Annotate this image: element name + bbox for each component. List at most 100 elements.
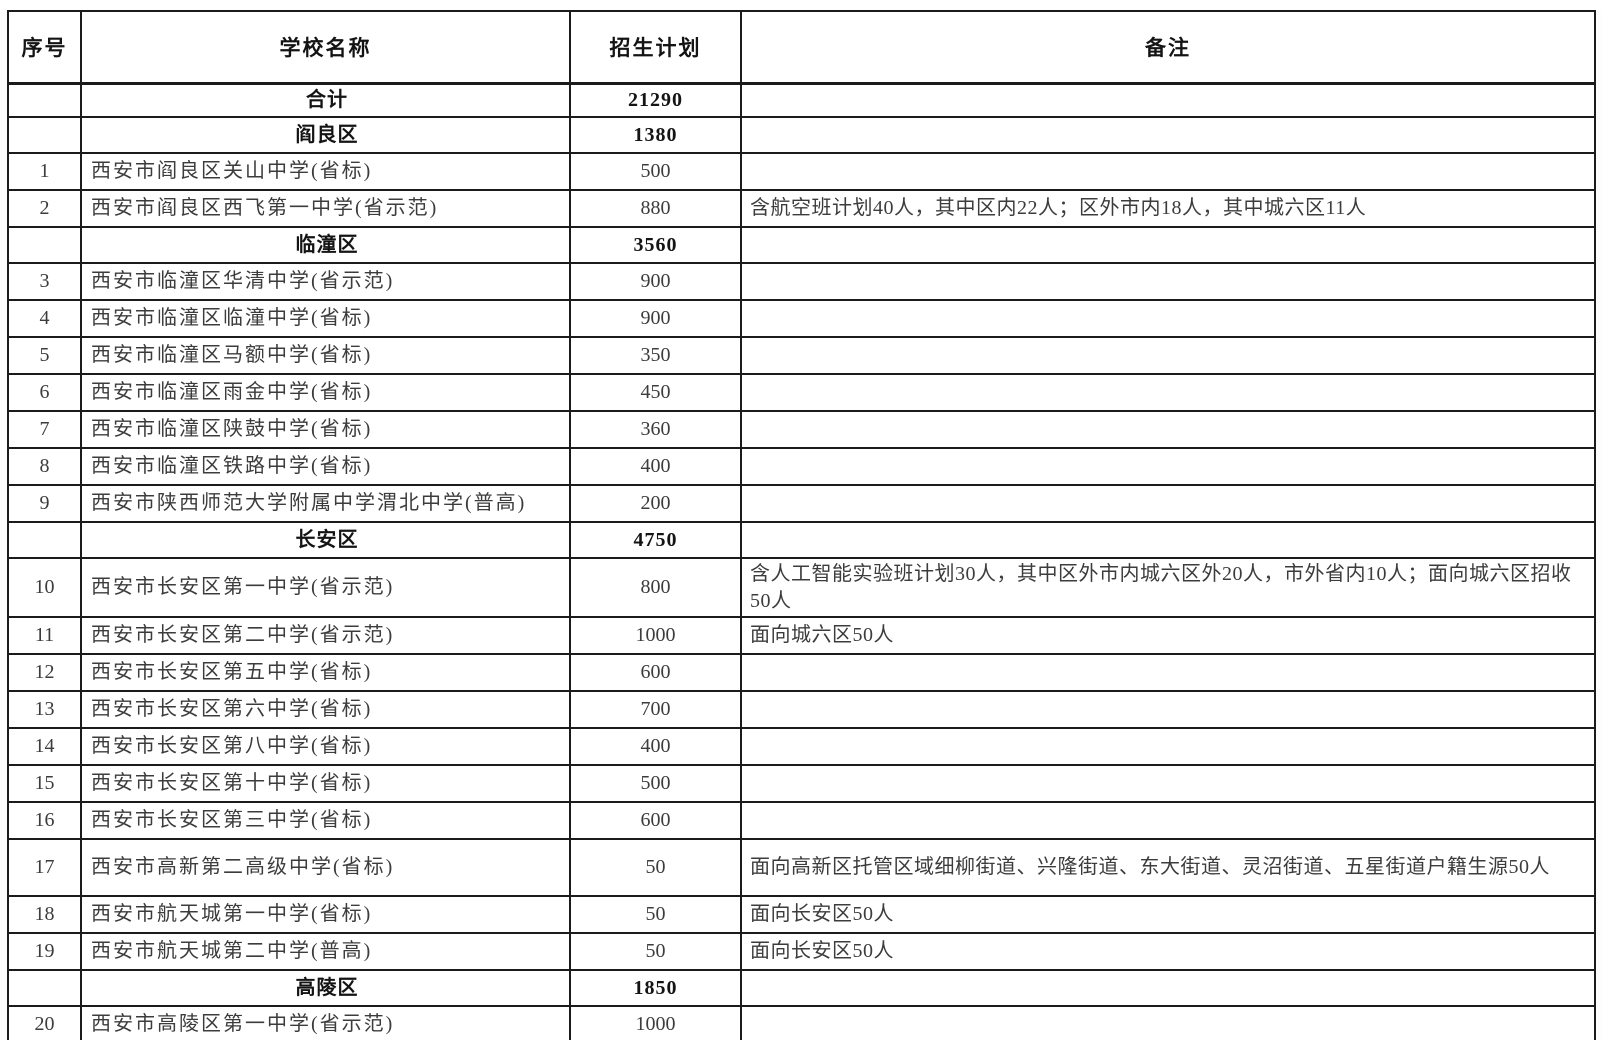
serial-no-cell: 20 — [7, 1005, 82, 1040]
serial-no-cell — [7, 82, 82, 118]
column-header-remark: 备注 — [740, 10, 1596, 85]
serial-no-cell: 17 — [7, 838, 82, 897]
enrollment-plan-cell: 700 — [569, 690, 742, 729]
school-name-cell: 长安区 — [80, 521, 571, 559]
school-name-cell: 西安市临潼区华清中学(省示范) — [80, 262, 571, 301]
serial-no-cell: 13 — [7, 690, 82, 729]
document-page: 序号 学校名称 招生计划 备注 合计 21290 阎良区 1380 1 西安市阎良区关山中… — [0, 10, 1602, 1040]
remark-cell — [740, 336, 1596, 375]
enrollment-plan-table: 序号 学校名称 招生计划 备注 合计 21290 阎良区 1380 1 西安市阎良区关山中… — [7, 10, 1596, 1040]
serial-no-cell: 3 — [7, 262, 82, 301]
school-name-cell: 西安市陕西师范大学附属中学渭北中学(普高) — [80, 484, 571, 523]
remark-cell — [740, 727, 1596, 766]
remark-cell — [740, 410, 1596, 449]
enrollment-plan-cell: 21290 — [569, 82, 742, 118]
remark-cell: 含航空班计划40人，其中区内22人；区外市内18人，其中城六区11人 — [740, 189, 1596, 228]
table-row: 2 西安市阎良区西飞第一中学(省示范) 880 含航空班计划40人，其中区内22人；区… — [7, 189, 1596, 228]
school-name-cell: 西安市长安区第六中学(省标) — [80, 690, 571, 729]
enrollment-plan-cell: 400 — [569, 727, 742, 766]
remark-cell — [740, 299, 1596, 338]
table-row: 8 西安市临潼区铁路中学(省标) 400 — [7, 447, 1596, 486]
table-row: 3 西安市临潼区华清中学(省示范) 900 — [7, 262, 1596, 301]
school-name-cell: 阎良区 — [80, 116, 571, 154]
remark-cell: 面向长安区50人 — [740, 932, 1596, 971]
table-row: 6 西安市临潼区雨金中学(省标) 450 — [7, 373, 1596, 412]
remark-cell — [740, 262, 1596, 301]
serial-no-cell: 11 — [7, 616, 82, 655]
school-name-cell: 合计 — [80, 82, 571, 118]
enrollment-plan-cell: 3560 — [569, 226, 742, 264]
serial-no-cell: 19 — [7, 932, 82, 971]
serial-no-cell: 2 — [7, 189, 82, 228]
school-name-cell: 高陵区 — [80, 969, 571, 1007]
enrollment-plan-cell: 600 — [569, 653, 742, 692]
table-row: 19 西安市航天城第二中学(普高) 50 面向长安区50人 — [7, 932, 1596, 971]
remark-cell — [740, 653, 1596, 692]
remark-cell — [740, 764, 1596, 803]
enrollment-plan-cell: 900 — [569, 299, 742, 338]
table-row: 18 西安市航天城第一中学(省标) 50 面向长安区50人 — [7, 895, 1596, 934]
school-name-cell: 西安市长安区第五中学(省标) — [80, 653, 571, 692]
table-row: 10 西安市长安区第一中学(省示范) 800 含人工智能实验班计划30人，其中区外市内… — [7, 557, 1596, 618]
enrollment-plan-cell: 200 — [569, 484, 742, 523]
remark-cell — [740, 690, 1596, 729]
serial-no-cell: 6 — [7, 373, 82, 412]
school-name-cell: 西安市航天城第一中学(省标) — [80, 895, 571, 934]
table-row: 17 西安市高新第二高级中学(省标) 50 面向高新区托管区域细柳街道、兴隆街道、东大… — [7, 838, 1596, 897]
remark-cell: 面向高新区托管区域细柳街道、兴隆街道、东大街道、灵沼街道、五星街道户籍生源50人 — [740, 838, 1596, 897]
enrollment-plan-cell: 1850 — [569, 969, 742, 1007]
enrollment-plan-cell: 400 — [569, 447, 742, 486]
school-name-cell: 临潼区 — [80, 226, 571, 264]
serial-no-cell — [7, 226, 82, 264]
district-subtotal-row: 长安区 4750 — [7, 521, 1596, 559]
remark-cell — [740, 484, 1596, 523]
header-row: 序号 学校名称 招生计划 备注 — [7, 10, 1596, 85]
school-name-cell: 西安市长安区第三中学(省标) — [80, 801, 571, 840]
table-body: 合计 21290 阎良区 1380 1 西安市阎良区关山中学(省标) 500 2 西安市阎良区西… — [7, 82, 1596, 1040]
table-row: 16 西安市长安区第三中学(省标) 600 — [7, 801, 1596, 840]
remark-cell: 含人工智能实验班计划30人，其中区外市内城六区外20人，市外省内10人；面向城六… — [740, 557, 1596, 618]
district-subtotal-row: 高陵区 1850 — [7, 969, 1596, 1007]
serial-no-cell: 12 — [7, 653, 82, 692]
enrollment-plan-cell: 800 — [569, 557, 742, 618]
school-name-cell: 西安市高陵区第一中学(省示范) — [80, 1005, 571, 1040]
remark-cell — [740, 373, 1596, 412]
table-row: 13 西安市长安区第六中学(省标) 700 — [7, 690, 1596, 729]
serial-no-cell — [7, 969, 82, 1007]
remark-cell — [740, 1005, 1596, 1040]
table-row: 5 西安市临潼区马额中学(省标) 350 — [7, 336, 1596, 375]
remark-cell — [740, 152, 1596, 191]
enrollment-plan-cell: 880 — [569, 189, 742, 228]
table-row: 1 西安市阎良区关山中学(省标) 500 — [7, 152, 1596, 191]
school-name-cell: 西安市高新第二高级中学(省标) — [80, 838, 571, 897]
serial-no-cell: 9 — [7, 484, 82, 523]
column-header-school-name: 学校名称 — [80, 10, 571, 85]
serial-no-cell: 5 — [7, 336, 82, 375]
serial-no-cell — [7, 116, 82, 154]
school-name-cell: 西安市航天城第二中学(普高) — [80, 932, 571, 971]
school-name-cell: 西安市长安区第一中学(省示范) — [80, 557, 571, 618]
school-name-cell: 西安市临潼区临潼中学(省标) — [80, 299, 571, 338]
serial-no-cell: 8 — [7, 447, 82, 486]
enrollment-plan-cell: 50 — [569, 838, 742, 897]
school-name-cell: 西安市阎良区关山中学(省标) — [80, 152, 571, 191]
school-name-cell: 西安市长安区第二中学(省示范) — [80, 616, 571, 655]
enrollment-plan-cell: 360 — [569, 410, 742, 449]
enrollment-plan-cell: 500 — [569, 152, 742, 191]
table-row: 9 西安市陕西师范大学附属中学渭北中学(普高) 200 — [7, 484, 1596, 523]
enrollment-plan-cell: 600 — [569, 801, 742, 840]
enrollment-plan-cell: 4750 — [569, 521, 742, 559]
remark-cell: 面向长安区50人 — [740, 895, 1596, 934]
enrollment-plan-cell: 50 — [569, 895, 742, 934]
school-name-cell: 西安市临潼区雨金中学(省标) — [80, 373, 571, 412]
enrollment-plan-cell: 900 — [569, 262, 742, 301]
table-row: 12 西安市长安区第五中学(省标) 600 — [7, 653, 1596, 692]
enrollment-plan-cell: 1000 — [569, 1005, 742, 1040]
enrollment-plan-cell: 500 — [569, 764, 742, 803]
remark-cell — [740, 447, 1596, 486]
enrollment-plan-cell: 50 — [569, 932, 742, 971]
table-row: 20 西安市高陵区第一中学(省示范) 1000 — [7, 1005, 1596, 1040]
enrollment-plan-cell: 1000 — [569, 616, 742, 655]
remark-cell — [740, 521, 1596, 559]
grand-total-row: 合计 21290 — [7, 82, 1596, 118]
